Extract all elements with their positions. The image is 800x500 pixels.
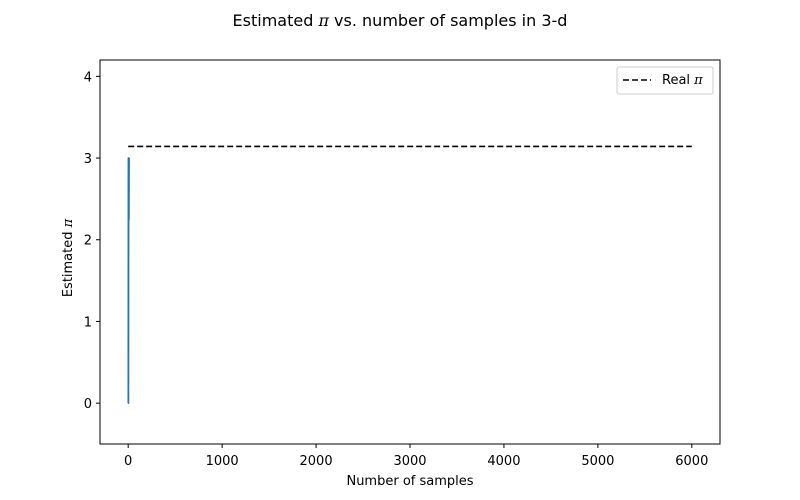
legend-box — [616, 66, 714, 95]
x-tick-label: 0 — [124, 454, 132, 469]
y-tick-label: 4 — [84, 70, 92, 85]
y-axis: 0 1 2 3 4 — [84, 70, 100, 412]
legend-label-real-pi: Real π — [662, 73, 703, 88]
y-tick-label: 3 — [84, 152, 92, 167]
x-tick-label: 1000 — [206, 454, 239, 469]
x-tick-label: 2000 — [300, 454, 333, 469]
plot-frame — [99, 59, 721, 445]
plot-content — [127, 145, 692, 404]
legend: Real π — [616, 66, 714, 95]
x-axis-label: Number of samples — [346, 474, 473, 489]
chart-title: Estimated π vs. number of samples in 3-d — [233, 11, 568, 30]
x-tick-label: 4000 — [487, 454, 520, 469]
x-tick-label: 6000 — [675, 454, 708, 469]
y-axis-label: Estimated π — [61, 218, 76, 297]
y-tick-label: 1 — [84, 315, 92, 330]
x-tick-label: 5000 — [581, 454, 614, 469]
x-axis: 0 1000 2000 3000 4000 5000 6000 — [124, 444, 708, 469]
y-tick-label: 2 — [84, 234, 92, 249]
y-tick-label: 0 — [84, 397, 92, 412]
series-line-estimated-pi — [127, 157, 130, 404]
x-tick-label: 3000 — [393, 454, 426, 469]
